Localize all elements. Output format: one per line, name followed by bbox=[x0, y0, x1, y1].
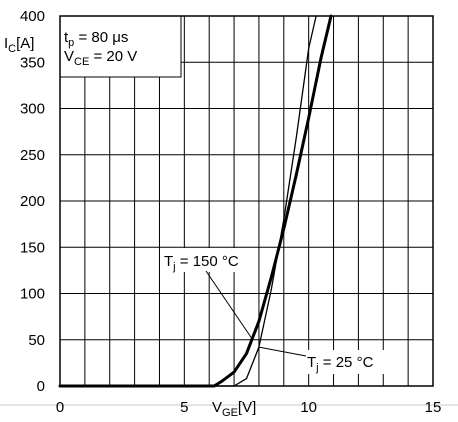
series-label-tj-25: Tj = 25 °C bbox=[307, 354, 374, 374]
y-tick-label: 250 bbox=[20, 147, 45, 164]
x-tick-label: 5 bbox=[180, 399, 188, 416]
y-axis-label: IC[A] bbox=[4, 35, 34, 55]
x-tick-label: 15 bbox=[425, 399, 442, 416]
x-tick-label: 10 bbox=[300, 399, 317, 416]
series-line-tj-25 bbox=[59, 15, 317, 387]
series-label-tj-150: Tj = 150 °C bbox=[164, 253, 239, 273]
y-tick-label: 400 bbox=[20, 8, 45, 25]
condition-pulse-width: tp = 80 μs bbox=[64, 29, 128, 49]
y-tick-label: 150 bbox=[20, 239, 45, 256]
y-tick-label: 0 bbox=[37, 378, 45, 395]
x-tick-label: 0 bbox=[56, 399, 64, 416]
plot-frame bbox=[59, 15, 434, 387]
leader-line-tj-25 bbox=[258, 346, 307, 357]
x-axis-label: VGE[V] bbox=[212, 399, 256, 419]
y-tick-label: 300 bbox=[20, 101, 45, 118]
leader-line-tj-150 bbox=[205, 270, 254, 341]
y-tick-label: 50 bbox=[28, 332, 45, 349]
y-tick-label: 200 bbox=[20, 193, 45, 210]
condition-vce: VCE = 20 V bbox=[64, 48, 137, 68]
label-bg-tj-150 bbox=[160, 248, 248, 272]
y-tick-label: 100 bbox=[20, 286, 45, 303]
label-bg-tj-25 bbox=[304, 350, 388, 374]
y-tick-label: 350 bbox=[20, 54, 45, 71]
series-line-tj-150 bbox=[58, 14, 333, 388]
